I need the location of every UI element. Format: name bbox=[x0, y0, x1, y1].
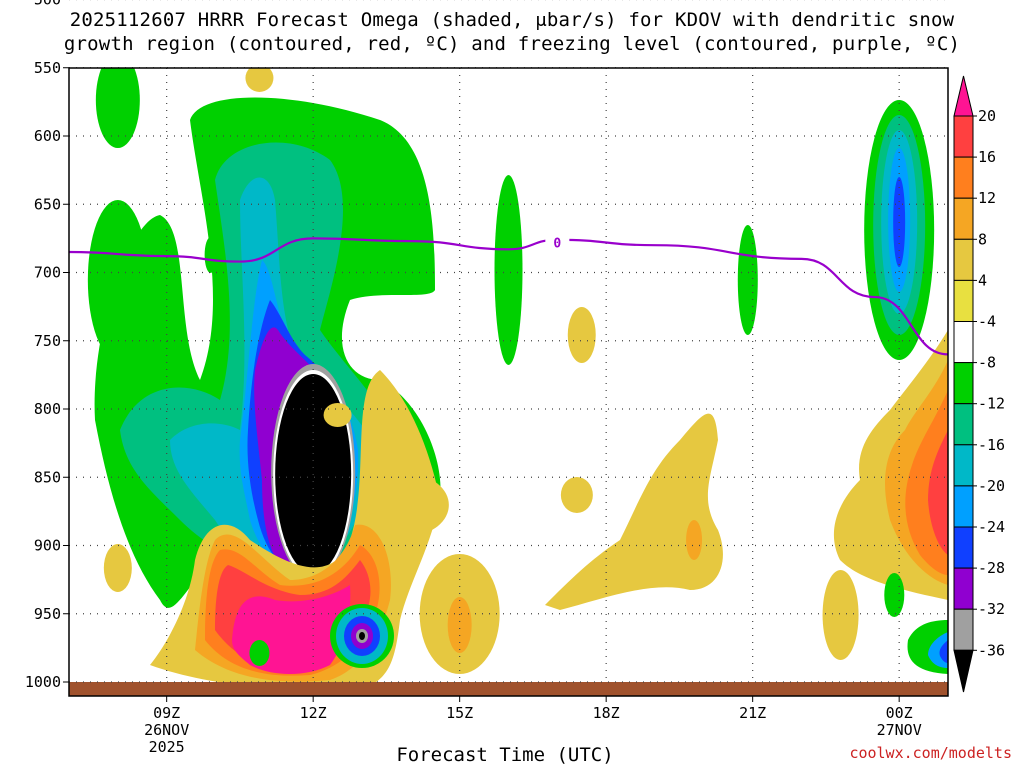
colorbar-label: -16 bbox=[978, 436, 1005, 454]
colorbar-label: -24 bbox=[978, 518, 1005, 536]
colorbar-label: 8 bbox=[978, 230, 987, 248]
colorbar-segment bbox=[953, 279, 974, 322]
y-tick-label: 550 bbox=[34, 59, 61, 77]
colorbar-label: -28 bbox=[978, 559, 1005, 577]
lift-region-00z-low-blue bbox=[939, 640, 948, 663]
colorbar-label: 20 bbox=[978, 107, 996, 125]
colorbar-segment bbox=[953, 444, 974, 487]
sink-region-yellow-18z bbox=[545, 413, 723, 610]
y-tick-label: 950 bbox=[34, 605, 61, 623]
colorbar-segment bbox=[953, 197, 974, 240]
colorbar-label: -4 bbox=[978, 313, 996, 331]
colorbar-label: 4 bbox=[978, 271, 987, 289]
chart-title: 2025112607 HRRR Forecast Omega (shaded, … bbox=[0, 8, 1024, 56]
y-tick-label: 600 bbox=[34, 127, 61, 145]
colorbar-label: 16 bbox=[978, 148, 996, 166]
plot-frame bbox=[68, 67, 949, 697]
sink-blob-yellow-f bbox=[323, 403, 352, 427]
lift-blob-mid-b bbox=[87, 200, 148, 360]
colorbar-label: -32 bbox=[978, 600, 1005, 618]
x-tick-label: 18Z bbox=[593, 704, 620, 722]
contour-label: 0 bbox=[553, 236, 561, 251]
colorbar-segment bbox=[953, 608, 974, 651]
colorbar-segment bbox=[953, 115, 974, 158]
colorbar-segment bbox=[953, 526, 974, 569]
sink-blob-yellow-d bbox=[567, 307, 596, 363]
colorbar-label: -20 bbox=[978, 477, 1005, 495]
colorbar: 20 16 12 8 4 -4 -8 -12 -16 -20 -24 -28 -32 -36 bbox=[953, 75, 1005, 693]
sink-blob-gold-b bbox=[447, 597, 472, 653]
x-axis-label: Forecast Time (UTC) bbox=[396, 744, 614, 766]
colorbar-segment bbox=[953, 156, 974, 199]
lift-band-16z bbox=[494, 175, 523, 365]
sink-blob-gold-18z bbox=[686, 520, 703, 560]
lift-small-black bbox=[359, 632, 365, 640]
colorbar-segment bbox=[953, 485, 974, 528]
colorbar-segment bbox=[953, 362, 974, 405]
y-tick-label: 800 bbox=[34, 400, 61, 418]
lift-band-21z bbox=[737, 225, 758, 335]
colorbar-segment bbox=[953, 238, 974, 281]
title-line-1: 2025112607 HRRR Forecast Omega (shaded, … bbox=[69, 9, 955, 31]
colorbar-label: -8 bbox=[978, 354, 996, 372]
x-tick-label: 12Z bbox=[300, 704, 327, 722]
x-tick-year: 2025 bbox=[149, 738, 185, 756]
lift-small-green-2 bbox=[249, 640, 270, 666]
y-axis: 2503003504004505005506006507007508008509… bbox=[25, 0, 69, 691]
y-tick-label: 500 bbox=[34, 0, 61, 9]
watermark: coolwx.com/modelts bbox=[849, 744, 1012, 762]
sink-blob-yellow-e bbox=[560, 477, 593, 513]
y-tick-label: 750 bbox=[34, 332, 61, 350]
lift-blob-mid-a bbox=[204, 237, 217, 273]
lift-blob-top-left bbox=[95, 68, 140, 148]
x-tick-date: 27NOV bbox=[877, 721, 922, 739]
colorbar-segment bbox=[953, 403, 974, 446]
contour-label-bg bbox=[545, 234, 570, 251]
sink-blob-yellow-a bbox=[103, 544, 132, 592]
y-tick-label: 650 bbox=[34, 195, 61, 213]
x-tick-label: 21Z bbox=[739, 704, 766, 722]
colorbar-arrow-top bbox=[953, 75, 974, 117]
y-tick-label: 1000 bbox=[25, 673, 61, 691]
colorbar-segment bbox=[953, 567, 974, 610]
x-tick-label: 15Z bbox=[446, 704, 473, 722]
ground-terrain bbox=[69, 682, 948, 696]
y-tick-label: 700 bbox=[34, 264, 61, 282]
x-tick-date: 26NOV bbox=[144, 721, 189, 739]
contour-freezing-level bbox=[69, 237, 948, 356]
colorbar-label: -12 bbox=[978, 395, 1005, 413]
y-tick-label: 900 bbox=[34, 537, 61, 555]
y-tick-label: 850 bbox=[34, 468, 61, 486]
x-tick-label: 09Z bbox=[153, 704, 180, 722]
contour-lines: -120 bbox=[69, 234, 948, 356]
sink-blob-top bbox=[245, 68, 274, 92]
sink-blob-yellow-c bbox=[372, 475, 449, 535]
lift-blob-low-b bbox=[884, 573, 905, 617]
x-tick-label: 00Z bbox=[886, 704, 913, 722]
sink-blob-yellow-g bbox=[822, 570, 859, 660]
plot-area bbox=[69, 68, 948, 696]
grid-lines bbox=[69, 0, 948, 683]
title-line-2: growth region (contoured, red, ºC) and f… bbox=[63, 33, 961, 55]
colorbar-arrow-bottom bbox=[953, 649, 974, 693]
colorbar-segment bbox=[953, 321, 974, 364]
colorbar-label: 12 bbox=[978, 189, 996, 207]
colorbar-label: -36 bbox=[978, 641, 1005, 659]
sink-region-00z-red bbox=[928, 430, 948, 555]
